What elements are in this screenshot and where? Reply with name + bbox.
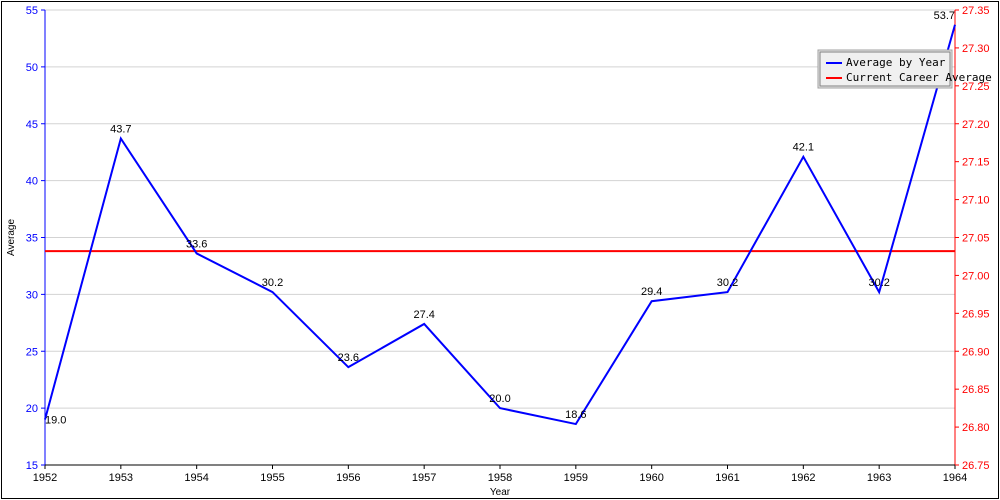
y-tick-label-left: 35: [26, 233, 38, 245]
y-tick-label-right: 26.85: [962, 384, 990, 396]
y-tick-label-right: 27.15: [962, 157, 990, 169]
x-tick-label: 1964: [943, 472, 967, 484]
x-tick-label: 1962: [791, 472, 815, 484]
y-tick-label-right: 26.80: [962, 422, 990, 434]
chart-container: 1952 1953 1954 1955 1956 1957 1958 1959 1960 1961…: [0, 0, 1000, 500]
x-tick-label: 1958: [488, 472, 512, 484]
data-point-label: 42.1: [793, 142, 814, 154]
y-tick-label-right: 26.90: [962, 346, 990, 358]
y-tick-label-left: 50: [26, 62, 38, 74]
data-point-label: 30.2: [717, 277, 738, 289]
data-point-label: 20.0: [489, 393, 510, 405]
x-axis-label: Year: [490, 487, 511, 498]
y-tick-label-right: 26.95: [962, 308, 990, 320]
y-tick-label-right: 27.20: [962, 119, 990, 131]
y-tick-label-left: 25: [26, 346, 38, 358]
x-tick-label: 1959: [564, 472, 588, 484]
data-point-label: 29.4: [641, 286, 662, 298]
chart-svg: 1952 1953 1954 1955 1956 1957 1958 1959 1960 1961…: [0, 0, 1000, 500]
y-tick-label-right: 26.75: [962, 460, 990, 472]
data-point-label: 30.2: [262, 277, 283, 289]
x-tick-label: 1956: [336, 472, 360, 484]
x-tick-label: 1952: [33, 472, 57, 484]
y-tick-label-left: 55: [26, 5, 38, 17]
data-point-label: 27.4: [413, 309, 434, 321]
x-tick-label: 1957: [412, 472, 436, 484]
y-tick-label-right: 27.05: [962, 233, 990, 245]
y-axis-label: Average: [6, 219, 17, 257]
data-point-label: 18.6: [565, 409, 586, 421]
y-tick-label-left: 45: [26, 119, 38, 131]
data-point-label: 53.7: [934, 10, 955, 22]
y-tick-label-right: 27.35: [962, 5, 990, 17]
y-tick-label-left: 30: [26, 289, 38, 301]
legend-label: Current Career Average: [846, 71, 992, 84]
data-point-label: 19.0: [45, 415, 66, 427]
y-tick-label-left: 15: [26, 460, 38, 472]
data-point-label: 43.7: [110, 124, 131, 136]
y-tick-label-right: 27.10: [962, 195, 990, 207]
x-tick-label: 1955: [260, 472, 284, 484]
x-tick-label: 1963: [867, 472, 891, 484]
y-tick-label-right: 27.30: [962, 43, 990, 55]
y-tick-label-left: 20: [26, 403, 38, 415]
x-tick-label: 1960: [639, 472, 663, 484]
y-tick-label-left: 40: [26, 176, 38, 188]
data-point-label: 33.6: [186, 238, 207, 250]
x-tick-label: 1961: [715, 472, 739, 484]
legend-label: Average by Year: [846, 56, 946, 69]
x-tick-label: 1953: [109, 472, 133, 484]
x-tick-label: 1954: [184, 472, 208, 484]
y-tick-label-right: 27.00: [962, 270, 990, 282]
data-point-label: 30.2: [868, 277, 889, 289]
data-point-label: 23.6: [338, 352, 359, 364]
